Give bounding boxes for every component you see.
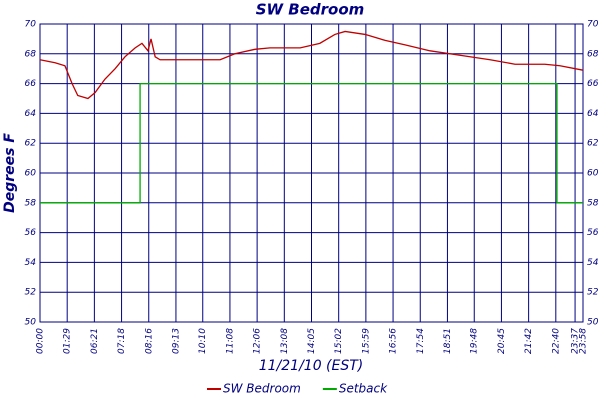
y-tick-label-right: 60 [587, 169, 599, 179]
y-tick-label: 54 [25, 258, 37, 268]
x-axis-label: 11/21/10 (EST) [259, 358, 364, 374]
y-tick-label: 58 [25, 198, 37, 208]
x-tick-label: 19:48 [470, 328, 480, 354]
legend-label: Setback [339, 382, 388, 396]
y-tick-label: 64 [25, 109, 37, 119]
x-tick-label: 21:42 [524, 328, 534, 354]
x-tick-label: 14:05 [307, 328, 317, 354]
y-tick-label: 56 [25, 228, 37, 238]
y-tick-label-right: 70 [587, 20, 599, 30]
y-tick-label-right: 68 [587, 49, 599, 59]
y-tick-label: 62 [25, 139, 37, 149]
x-tick-label: 00:00 [36, 328, 46, 354]
x-tick-label: 20:45 [497, 328, 507, 354]
plot-frame [39, 23, 584, 323]
y-tick-label-right: 64 [587, 109, 599, 119]
y-tick-label: 68 [25, 49, 37, 59]
x-tick-label: 17:54 [416, 328, 426, 354]
y-tick-label-right: 50 [587, 318, 599, 328]
x-tick-label: 16:56 [389, 328, 399, 354]
y-axis-label: Degrees F [2, 133, 18, 213]
x-tick-label: 10:10 [198, 328, 208, 354]
x-tick-label: 22:40 [551, 328, 561, 354]
x-tick-label: 23:37 [571, 328, 581, 354]
x-tick-label: 23:58 [579, 328, 589, 354]
x-tick-label: 09:13 [171, 328, 181, 354]
data-line [40, 82, 583, 204]
x-tick-label: 15:02 [334, 328, 344, 354]
y-tick-label: 52 [25, 288, 37, 298]
y-tick-label-right: 56 [587, 228, 599, 238]
y-tick-label: 70 [25, 20, 37, 30]
x-tick-label: 07:18 [117, 328, 127, 354]
y-tick-label-right: 52 [587, 288, 599, 298]
legend-label: SW Bedroom [223, 382, 301, 396]
y-tick-label-right: 62 [587, 139, 599, 149]
x-tick-label: 11:08 [225, 328, 235, 354]
x-tick-label: 08:16 [144, 328, 154, 354]
y-tick-label: 60 [25, 169, 37, 179]
y-tick-label-right: 66 [587, 79, 599, 89]
x-tick-label: 01:29 [63, 328, 73, 354]
y-tick-label-right: 54 [587, 258, 599, 268]
x-tick-label: 12:06 [253, 328, 263, 354]
x-tick-label: 18:51 [443, 328, 453, 354]
y-tick-label: 50 [25, 318, 37, 328]
chart-title: SW Bedroom [256, 1, 365, 19]
x-tick-label: 06:21 [90, 328, 100, 354]
x-tick-label: 15:59 [361, 328, 371, 354]
data-line [39, 30, 584, 100]
y-tick-label-right: 58 [587, 198, 599, 208]
x-tick-label: 13:08 [280, 328, 290, 354]
y-tick-label: 66 [25, 79, 37, 89]
